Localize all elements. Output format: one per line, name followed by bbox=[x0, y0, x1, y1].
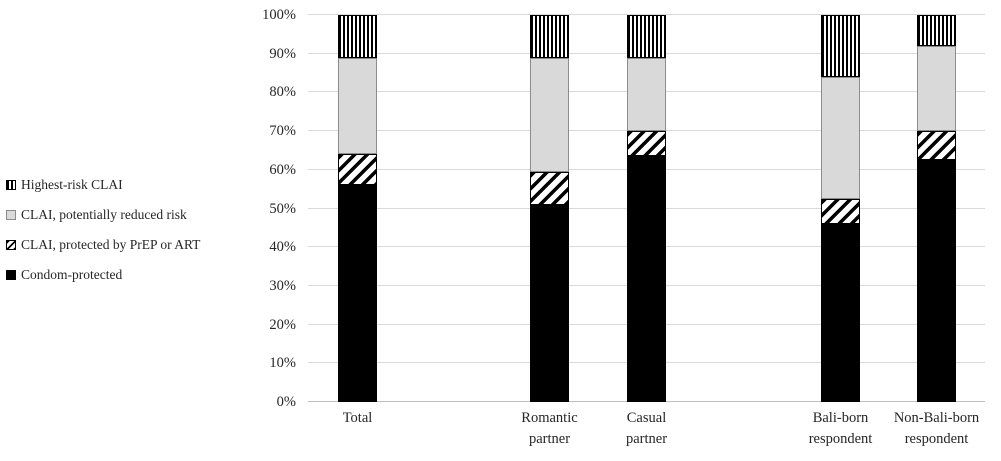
bar-segment bbox=[627, 156, 666, 402]
category-label: Total bbox=[342, 410, 373, 426]
y-tick-label: 70% bbox=[269, 123, 296, 140]
diagonal-stripes-swatch-icon bbox=[6, 240, 16, 250]
y-tick-label: 60% bbox=[269, 161, 296, 178]
y-tick-label: 10% bbox=[269, 355, 296, 372]
category-label: Bali-born respondent bbox=[808, 410, 873, 448]
y-tick-label: 90% bbox=[269, 45, 296, 62]
bar-segment bbox=[917, 131, 956, 161]
bar-segment bbox=[530, 57, 569, 172]
bar-segment bbox=[917, 45, 956, 132]
solid-black-swatch-icon bbox=[6, 270, 16, 280]
bar-segment bbox=[627, 15, 666, 58]
bar-non-bali-born-respondent bbox=[917, 15, 956, 402]
bar-segment bbox=[627, 57, 666, 132]
legend-item: Highest-risk CLAI bbox=[6, 170, 200, 200]
bar-segment bbox=[821, 223, 860, 402]
bar-segment bbox=[821, 15, 860, 77]
legend-item: CLAI, protected by PrEP or ART bbox=[6, 230, 200, 260]
legend-label: CLAI, protected by PrEP or ART bbox=[21, 237, 201, 253]
bar-segment bbox=[338, 154, 377, 186]
bar-romantic-partner bbox=[530, 15, 569, 402]
category-label: Romantic partner bbox=[521, 410, 578, 448]
bar-segment bbox=[821, 198, 860, 224]
y-tick-label: 0% bbox=[276, 394, 296, 410]
bar-segment bbox=[917, 15, 956, 46]
y-tick-label: 20% bbox=[269, 316, 296, 333]
bar-segment bbox=[338, 185, 377, 402]
legend-label: Condom-protected bbox=[21, 267, 123, 283]
bar-casual-partner bbox=[627, 15, 666, 402]
bar-segment bbox=[338, 15, 377, 58]
plot-area bbox=[308, 14, 985, 402]
y-tick-label: 80% bbox=[269, 84, 296, 101]
legend-item: Condom-protected bbox=[6, 260, 200, 290]
y-tick-label: 40% bbox=[269, 239, 296, 256]
bar-bali-born-respondent bbox=[821, 15, 860, 402]
y-tick-label: 50% bbox=[269, 200, 296, 217]
bar-segment bbox=[821, 76, 860, 199]
light-gray-swatch-icon bbox=[6, 210, 16, 220]
vertical-stripes-swatch-icon bbox=[6, 180, 16, 190]
bar-segment bbox=[338, 57, 377, 155]
chart-legend: Highest-risk CLAI CLAI, potentially reduc… bbox=[6, 170, 200, 290]
bar-segment bbox=[627, 131, 666, 157]
bar-segment bbox=[530, 204, 569, 402]
y-tick-label: 100% bbox=[262, 7, 296, 23]
legend-item: CLAI, potentially reduced risk bbox=[6, 200, 200, 230]
legend-label: CLAI, potentially reduced risk bbox=[21, 207, 187, 223]
bar-total bbox=[338, 15, 377, 402]
category-label: Non-Bali-born respondent bbox=[893, 410, 980, 448]
bar-segment bbox=[917, 160, 956, 402]
legend-label: Highest-risk CLAI bbox=[21, 177, 123, 193]
category-label: Casual partner bbox=[625, 410, 668, 448]
bar-segment bbox=[530, 171, 569, 205]
y-tick-label: 30% bbox=[269, 277, 296, 294]
bar-segment bbox=[530, 15, 569, 58]
gridline bbox=[308, 14, 985, 15]
